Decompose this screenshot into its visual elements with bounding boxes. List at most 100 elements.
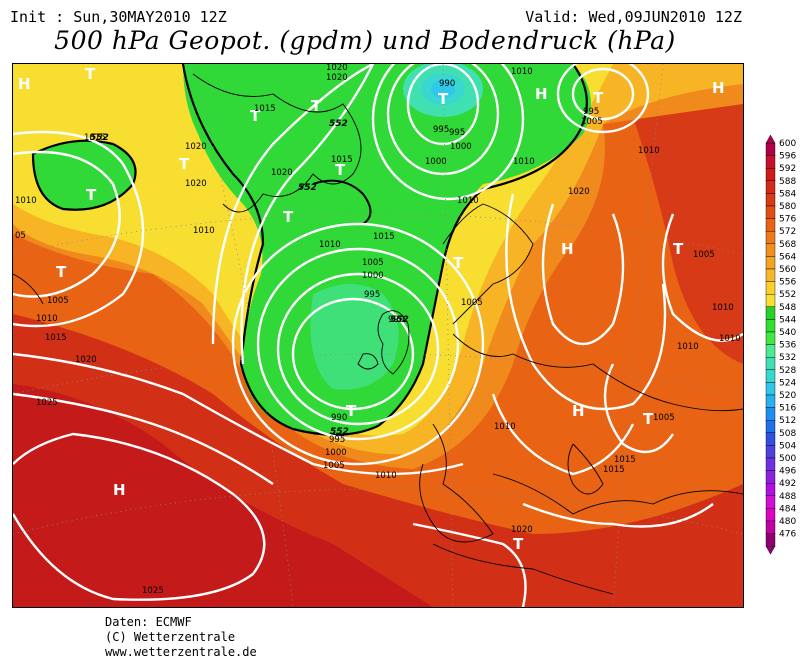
isobar-label: 1015 <box>331 155 353 165</box>
isobar-label: 1020 <box>568 187 590 197</box>
isobar-label: 1015 <box>84 133 106 143</box>
scale-swatch <box>765 407 776 421</box>
field-548-trough <box>183 64 591 434</box>
isobar-label: 1015 <box>614 455 636 465</box>
low-center: T <box>86 186 97 204</box>
low-center: T <box>593 89 604 107</box>
scale-swatch <box>765 142 776 156</box>
isobar-label: 1015 <box>45 333 67 343</box>
scale-swatch <box>765 382 776 396</box>
credit-copyright: (C) Wetterzentrale <box>105 630 236 644</box>
scale-swatch <box>765 306 776 320</box>
high-center: H <box>18 75 31 93</box>
scale-label: 492 <box>779 479 796 489</box>
valid-time: Valid: Wed,09JUN2010 12Z <box>525 8 742 26</box>
scale-label: 536 <box>779 341 796 351</box>
isobar-label: 1020 <box>326 64 348 73</box>
scale-label: 548 <box>779 303 796 313</box>
scale-swatch <box>765 457 776 471</box>
isobar-label: 1010 <box>712 303 734 313</box>
scale-label: 484 <box>779 504 796 514</box>
isobar-label: 1025 <box>36 398 58 408</box>
scale-swatch <box>765 394 776 408</box>
scale-label: 500 <box>779 454 796 464</box>
isobar-label: 1010 <box>193 226 215 236</box>
isobar-label: 1000 <box>450 142 472 152</box>
scale-arrow <box>765 134 776 144</box>
scale-label: 584 <box>779 189 796 199</box>
low-center: T <box>346 402 357 420</box>
isobar-label: 990 <box>388 315 404 325</box>
map-title: 500 hPa Geopot. (gpdm) und Bodendruck (h… <box>54 26 676 55</box>
weather-map: H H H H H H T T T T T T T T T T T T T T … <box>12 63 744 608</box>
isobar-labels: 1020 1020 1015 1015 1020 1020 1020 1010 … <box>15 64 741 596</box>
scale-label: 540 <box>779 328 796 338</box>
scale-label: 488 <box>779 492 796 502</box>
scale-label: 504 <box>779 441 796 451</box>
low-center: T <box>438 90 449 108</box>
scale-label: 560 <box>779 265 796 275</box>
scale-label: 552 <box>779 290 796 300</box>
isobar-label: 1015 <box>373 232 395 242</box>
isobar-label: 1005 <box>693 250 715 260</box>
scale-arrow <box>765 546 776 555</box>
coastlines <box>13 73 743 595</box>
init-time: Init : Sun,30MAY2010 12Z <box>10 8 227 26</box>
gpdm-label: 552 <box>330 427 349 437</box>
isobar-label: 1015 <box>603 465 625 475</box>
scale-swatch <box>765 495 776 509</box>
credit-website[interactable]: www.wetterzentrale.de <box>105 645 257 659</box>
scale-swatch <box>765 243 776 257</box>
scale-swatch <box>765 533 776 547</box>
gpdm-label: 552 <box>390 315 409 325</box>
scale-label: 476 <box>779 530 796 540</box>
isobar-label: 995 <box>433 125 449 135</box>
isobar-label: 995 <box>583 107 599 117</box>
scale-label: 596 <box>779 152 796 162</box>
gpdm-label: 552 <box>329 119 348 129</box>
scale-swatch <box>765 230 776 244</box>
scale-swatch <box>765 470 776 484</box>
gpdm-labels: 552 552 552 552 552 <box>90 119 409 437</box>
scale-swatch <box>765 432 776 446</box>
scale-label: 556 <box>779 278 796 288</box>
high-center: H <box>535 85 548 103</box>
isobar-label: 1010 <box>457 196 479 206</box>
low-center: T <box>311 97 322 115</box>
pressure-centers: H H H H H H T T T T T T T T T T T T T T … <box>18 65 725 553</box>
isobar-label: 05 <box>15 231 26 241</box>
credit-data-source: Daten: ECMWF <box>105 615 192 629</box>
low-center: T <box>453 254 464 272</box>
map-canvas: H H H H H H T T T T T T T T T T T T T T … <box>13 64 743 607</box>
scale-label: 528 <box>779 366 796 376</box>
scale-label: 480 <box>779 517 796 527</box>
scale-label: 600 <box>779 139 796 149</box>
isobar-label: 1005 <box>581 117 603 127</box>
scale-label: 576 <box>779 215 796 225</box>
isobar-label: 995 <box>329 435 345 445</box>
field-540-core <box>310 284 399 390</box>
isobar-label: 1020 <box>271 168 293 178</box>
scale-swatch <box>765 268 776 282</box>
scale-swatch <box>765 281 776 295</box>
low-center: T <box>673 240 684 258</box>
scale-swatch <box>765 319 776 333</box>
field-east-red <box>613 64 743 364</box>
isobar-label: 1025 <box>142 586 164 596</box>
isobar-label: 1010 <box>15 196 37 206</box>
scale-label: 592 <box>779 164 796 174</box>
scale-swatch <box>765 356 776 370</box>
gpdm-label: 552 <box>298 183 317 193</box>
scale-label: 496 <box>779 467 796 477</box>
scale-label: 568 <box>779 240 796 250</box>
scale-swatch <box>765 344 776 358</box>
contour-552-main <box>181 64 588 436</box>
isobar-label: 1010 <box>511 67 533 77</box>
isobar-label: 990 <box>331 413 347 423</box>
isobar-label: 1010 <box>319 240 341 250</box>
field-520-core <box>431 80 455 98</box>
isobar-label: 1005 <box>362 258 384 268</box>
contour-552-inner <box>312 179 372 225</box>
isobar-label: 1010 <box>375 471 397 481</box>
low-center: T <box>335 161 346 179</box>
